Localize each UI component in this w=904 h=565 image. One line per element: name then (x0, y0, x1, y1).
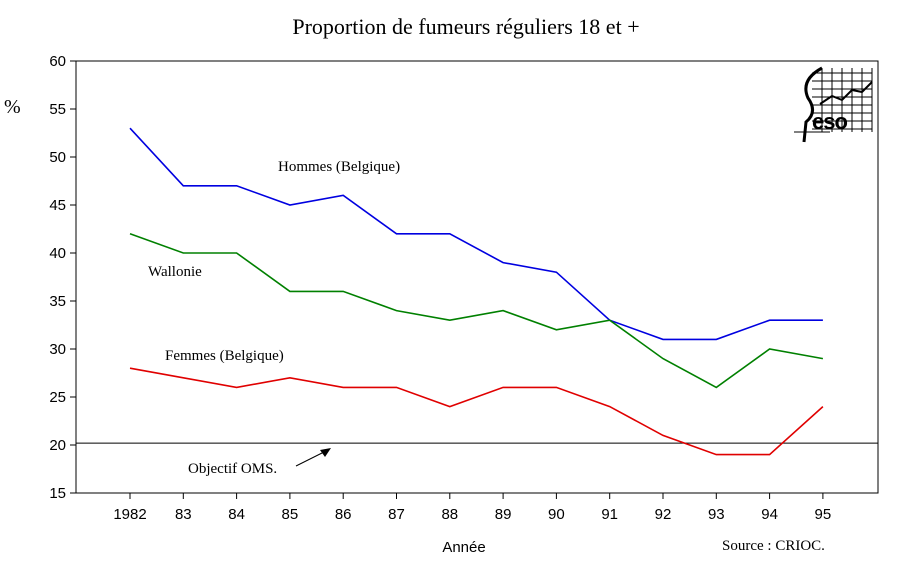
x-tick-label: 90 (548, 506, 565, 523)
y-tick-label: 45 (49, 197, 66, 214)
series-label-wallonie: Wallonie (148, 264, 202, 280)
series-label-femmes: Femmes (Belgique) (165, 348, 284, 364)
y-tick-label: 25 (49, 389, 66, 406)
chart-title: Proportion de fumeurs réguliers 18 et + (292, 14, 639, 39)
x-tick-label: 88 (441, 506, 458, 523)
series-label-hommes: Hommes (Belgique) (278, 159, 400, 175)
y-tick-label: 40 (49, 245, 66, 262)
x-tick-label: 94 (761, 506, 778, 523)
y-axis-label: % (4, 96, 21, 118)
y-tick-label: 20 (49, 437, 66, 454)
x-tick-label: 86 (335, 506, 352, 523)
reference-arrow (295, 448, 331, 467)
reference-line-label: Objectif OMS. (188, 461, 277, 477)
series-line-wallonie (129, 233, 824, 389)
source-note: Source : CRIOC. (722, 538, 825, 554)
y-tick-label: 60 (49, 53, 66, 70)
y-tick-label: 55 (49, 101, 66, 118)
x-tick-label: 91 (601, 506, 618, 523)
series-layer (129, 127, 824, 456)
x-tick-label: 83 (175, 506, 192, 523)
x-tick-label: 93 (708, 506, 725, 523)
x-tick-label: 92 (655, 506, 672, 523)
x-tick-label: 95 (815, 506, 832, 523)
ceso-logo-text: eso (812, 109, 847, 134)
ceso-logo: eso (794, 66, 873, 143)
x-tick-label: 84 (228, 506, 245, 523)
x-axis: 1982 83 84 85 86 87 88 89 90 91 92 93 94 95 (113, 493, 831, 523)
x-tick-label: 89 (495, 506, 512, 523)
y-tick-label: 30 (49, 341, 66, 358)
x-tick-label: 87 (388, 506, 405, 523)
x-tick-label: 85 (282, 506, 299, 523)
y-tick-label: 15 (49, 485, 66, 502)
y-axis: 15 20 25 30 35 40 45 50 55 60 (49, 53, 76, 502)
x-axis-label: Année (442, 539, 485, 556)
y-tick-label: 35 (49, 293, 66, 310)
series-line-hommes (129, 127, 823, 341)
y-tick-label: 50 (49, 149, 66, 166)
x-tick-label: 1982 (113, 506, 146, 523)
series-line-femmes (129, 367, 824, 456)
plot-frame (75, 60, 879, 494)
